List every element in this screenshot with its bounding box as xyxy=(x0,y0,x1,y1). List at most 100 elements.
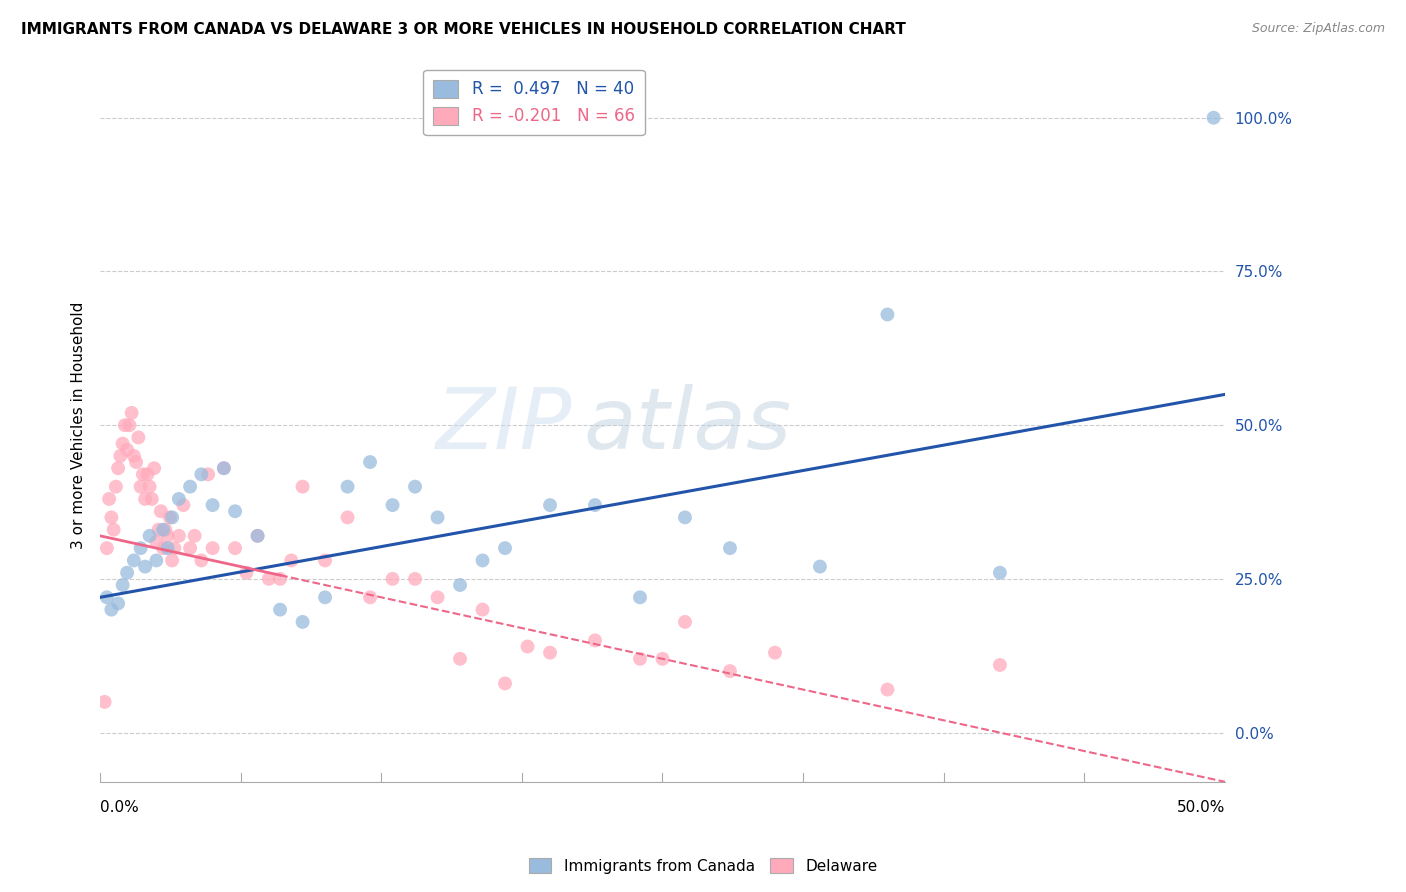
Point xyxy=(426,591,449,605)
Point xyxy=(129,541,152,556)
Point xyxy=(127,430,149,444)
Point xyxy=(96,591,118,605)
Point xyxy=(149,504,172,518)
Point xyxy=(110,449,132,463)
Point xyxy=(104,480,127,494)
Point xyxy=(246,529,269,543)
Point xyxy=(114,418,136,433)
Point xyxy=(145,553,167,567)
Point xyxy=(876,682,898,697)
Point xyxy=(212,461,235,475)
Point xyxy=(107,597,129,611)
Point xyxy=(291,615,314,629)
Point xyxy=(167,491,190,506)
Point xyxy=(179,480,201,494)
Point xyxy=(96,541,118,556)
Point xyxy=(107,461,129,475)
Point xyxy=(159,510,181,524)
Point xyxy=(404,480,426,494)
Point xyxy=(718,541,741,556)
Point xyxy=(494,541,516,556)
Legend: Immigrants from Canada, Delaware: Immigrants from Canada, Delaware xyxy=(523,852,883,880)
Point xyxy=(172,498,194,512)
Point xyxy=(179,541,201,556)
Y-axis label: 3 or more Vehicles in Household: 3 or more Vehicles in Household xyxy=(72,301,86,549)
Point xyxy=(538,646,561,660)
Point xyxy=(381,498,404,512)
Point xyxy=(143,461,166,475)
Point xyxy=(269,572,291,586)
Point xyxy=(651,652,673,666)
Point xyxy=(111,436,134,450)
Point xyxy=(134,491,156,506)
Point xyxy=(163,541,186,556)
Point xyxy=(118,418,141,433)
Point xyxy=(122,553,145,567)
Point xyxy=(494,676,516,690)
Point xyxy=(763,646,786,660)
Point xyxy=(471,602,494,616)
Point xyxy=(449,652,471,666)
Point xyxy=(257,572,280,586)
Text: 0.0%: 0.0% xyxy=(100,800,139,815)
Legend: R =  0.497   N = 40, R = -0.201   N = 66: R = 0.497 N = 40, R = -0.201 N = 66 xyxy=(423,70,645,136)
Point xyxy=(155,523,177,537)
Text: IMMIGRANTS FROM CANADA VS DELAWARE 3 OR MORE VEHICLES IN HOUSEHOLD CORRELATION C: IMMIGRANTS FROM CANADA VS DELAWARE 3 OR … xyxy=(21,22,905,37)
Point xyxy=(138,480,160,494)
Point xyxy=(141,491,163,506)
Point xyxy=(718,664,741,678)
Point xyxy=(808,559,831,574)
Point xyxy=(167,529,190,543)
Point xyxy=(156,529,179,543)
Text: Source: ZipAtlas.com: Source: ZipAtlas.com xyxy=(1251,22,1385,36)
Point xyxy=(145,535,167,549)
Point xyxy=(148,523,170,537)
Text: atlas: atlas xyxy=(583,384,792,467)
Point xyxy=(190,553,212,567)
Point xyxy=(538,498,561,512)
Text: ZIP: ZIP xyxy=(436,384,572,467)
Point xyxy=(134,559,156,574)
Point xyxy=(314,591,336,605)
Point xyxy=(122,449,145,463)
Point xyxy=(1202,111,1225,125)
Point xyxy=(359,591,381,605)
Point xyxy=(336,480,359,494)
Point xyxy=(988,657,1011,672)
Point xyxy=(129,480,152,494)
Point xyxy=(212,461,235,475)
Point xyxy=(100,510,122,524)
Point xyxy=(197,467,219,482)
Point xyxy=(152,541,174,556)
Point xyxy=(516,640,538,654)
Point xyxy=(673,615,696,629)
Point xyxy=(673,510,696,524)
Point xyxy=(190,467,212,482)
Point xyxy=(280,553,302,567)
Point xyxy=(404,572,426,586)
Point xyxy=(583,633,606,648)
Point xyxy=(628,652,651,666)
Point xyxy=(132,467,155,482)
Point xyxy=(115,442,138,457)
Point xyxy=(224,541,246,556)
Point xyxy=(449,578,471,592)
Point xyxy=(136,467,159,482)
Point xyxy=(988,566,1011,580)
Text: 50.0%: 50.0% xyxy=(1177,800,1225,815)
Point xyxy=(183,529,205,543)
Point xyxy=(291,480,314,494)
Point xyxy=(93,695,115,709)
Point xyxy=(224,504,246,518)
Point xyxy=(103,523,125,537)
Point xyxy=(201,498,224,512)
Point xyxy=(201,541,224,556)
Point xyxy=(115,566,138,580)
Point xyxy=(336,510,359,524)
Point xyxy=(138,529,160,543)
Point xyxy=(111,578,134,592)
Point xyxy=(235,566,257,580)
Point xyxy=(125,455,148,469)
Point xyxy=(152,523,174,537)
Point xyxy=(98,491,121,506)
